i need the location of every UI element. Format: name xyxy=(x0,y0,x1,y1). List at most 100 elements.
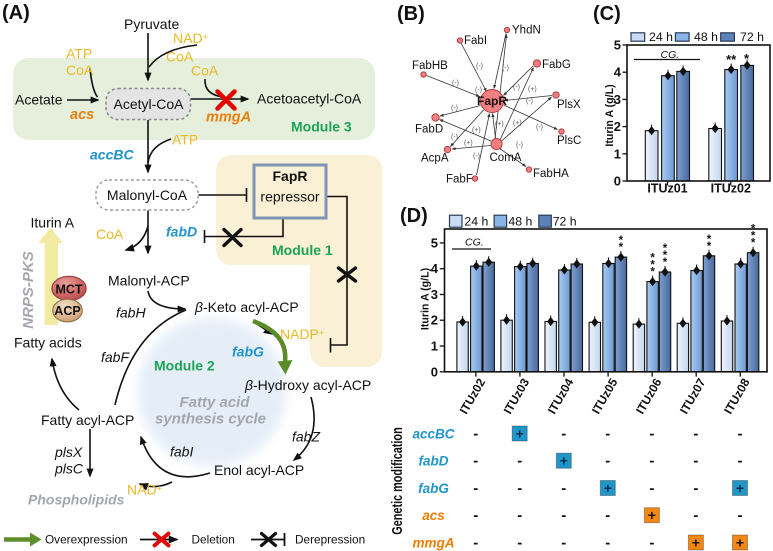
svg-text:accBC: accBC xyxy=(412,427,454,442)
svg-text:-: - xyxy=(693,507,698,524)
svg-text:*: * xyxy=(663,250,668,262)
svg-text:-: - xyxy=(473,453,478,470)
svg-text:*: * xyxy=(650,253,655,265)
svg-text:(D): (D) xyxy=(400,205,428,227)
svg-text:*: * xyxy=(619,242,624,254)
svg-text:-: - xyxy=(738,426,743,443)
svg-text:PlsC: PlsC xyxy=(557,135,581,147)
svg-text:ITUz05: ITUz05 xyxy=(589,376,621,417)
svg-text:FapR: FapR xyxy=(477,94,507,108)
svg-text:-: - xyxy=(517,507,522,524)
svg-text:ITUz02: ITUz02 xyxy=(711,182,751,196)
svg-text:YhdN: YhdN xyxy=(512,25,541,37)
svg-text:+: + xyxy=(648,507,656,523)
svg-text:ITUz01: ITUz01 xyxy=(647,182,687,196)
svg-text:Acetoacetyl-CoA: Acetoacetyl-CoA xyxy=(257,91,362,107)
svg-text:-: - xyxy=(649,453,654,470)
svg-text:3: 3 xyxy=(431,287,438,302)
svg-text:Iturin A (g/L): Iturin A (g/L) xyxy=(604,84,616,146)
svg-text:(C): (C) xyxy=(593,3,621,25)
svg-text:Module 1: Module 1 xyxy=(272,242,333,258)
svg-text:*: * xyxy=(744,51,750,66)
svg-text:-: - xyxy=(517,535,522,551)
svg-text:4: 4 xyxy=(614,65,622,80)
svg-text:FabG: FabG xyxy=(542,59,571,71)
svg-text:Deletion: Deletion xyxy=(192,533,235,547)
svg-text:fabG: fabG xyxy=(418,481,449,496)
svg-text:(-): (-) xyxy=(451,134,458,141)
svg-text:-: - xyxy=(561,480,566,497)
svg-text:(+): (+) xyxy=(464,140,473,147)
svg-text:(+): (+) xyxy=(472,127,481,134)
svg-text:ComA: ComA xyxy=(490,152,522,164)
svg-text:(-): (-) xyxy=(476,63,483,70)
svg-text:+: + xyxy=(560,453,568,469)
svg-text:Phospholipids: Phospholipids xyxy=(28,492,125,508)
svg-text:fabG: fabG xyxy=(232,344,264,360)
svg-text:*: * xyxy=(751,238,756,250)
svg-text:Iturin A: Iturin A xyxy=(31,215,75,231)
svg-text:Module 3: Module 3 xyxy=(291,119,352,135)
svg-text:ITUz07: ITUz07 xyxy=(677,376,709,417)
svg-text:5: 5 xyxy=(431,235,438,250)
svg-text:*: * xyxy=(707,234,712,246)
svg-text:CoA: CoA xyxy=(166,49,194,65)
svg-text:*: * xyxy=(751,224,756,236)
svg-text:-: - xyxy=(649,480,654,497)
svg-text:5: 5 xyxy=(614,38,621,53)
svg-text:Derepression: Derepression xyxy=(295,533,365,547)
svg-text:-: - xyxy=(473,535,478,551)
svg-text:Overexpression: Overexpression xyxy=(45,533,128,547)
svg-text:Pyruvate: Pyruvate xyxy=(124,16,179,32)
svg-text:-: - xyxy=(605,426,610,443)
svg-text:-: - xyxy=(473,426,478,443)
svg-text:acs: acs xyxy=(70,107,94,123)
svg-text:(-): (-) xyxy=(473,153,480,160)
svg-text:-: - xyxy=(605,453,610,470)
svg-text:Fatty acyl-ACP: Fatty acyl-ACP xyxy=(41,412,134,428)
svg-text:ITUz02: ITUz02 xyxy=(457,376,489,417)
svg-text:mmgA: mmgA xyxy=(412,536,454,551)
svg-text:acs: acs xyxy=(422,508,445,523)
svg-text:72 h: 72 h xyxy=(740,30,764,44)
svg-text:-: - xyxy=(693,453,698,470)
svg-text:-: - xyxy=(649,426,654,443)
svg-text:2: 2 xyxy=(614,119,621,134)
svg-text:FabF: FabF xyxy=(446,174,473,186)
svg-text:FabI: FabI xyxy=(464,35,487,47)
svg-text:*: * xyxy=(751,231,756,243)
svg-text:Malonyl-CoA: Malonyl-CoA xyxy=(107,187,188,203)
svg-text:-: - xyxy=(561,426,566,443)
svg-text:fabD: fabD xyxy=(166,224,197,240)
svg-text:-: - xyxy=(561,535,566,551)
svg-text:4: 4 xyxy=(431,261,439,276)
svg-text:Fatty acids: Fatty acids xyxy=(14,335,82,351)
svg-text:(B): (B) xyxy=(397,3,425,25)
svg-text:NAD+: NAD+ xyxy=(127,482,162,498)
svg-text:48 h: 48 h xyxy=(508,215,532,229)
svg-text:NADP+: NADP+ xyxy=(280,326,324,342)
svg-text:(A): (A) xyxy=(2,2,30,24)
svg-text:*: * xyxy=(650,267,655,279)
svg-text:Malonyl-ACP: Malonyl-ACP xyxy=(108,273,190,289)
svg-text:AcpA: AcpA xyxy=(421,153,449,165)
svg-text:CoA: CoA xyxy=(66,62,94,78)
svg-text:72 h: 72 h xyxy=(553,215,577,229)
svg-text:(+): (+) xyxy=(513,120,522,127)
svg-text:(-): (-) xyxy=(536,124,543,131)
svg-text:MCT: MCT xyxy=(55,283,82,297)
svg-text:ITUz08: ITUz08 xyxy=(721,376,753,417)
svg-text:*: * xyxy=(650,260,655,272)
svg-text:Acetate: Acetate xyxy=(15,92,63,108)
svg-text:ATP: ATP xyxy=(66,46,92,62)
svg-text:CG.: CG. xyxy=(465,237,484,249)
svg-text:FabHA: FabHA xyxy=(533,168,569,180)
svg-text:PlsX: PlsX xyxy=(557,99,581,111)
svg-text:Iturin A (g/L): Iturin A (g/L) xyxy=(419,268,431,330)
svg-text:-: - xyxy=(649,535,654,551)
svg-text:-: - xyxy=(473,507,478,524)
svg-text:FapR: FapR xyxy=(273,168,308,184)
svg-text:β-Keto acyl-ACP: β-Keto acyl-ACP xyxy=(194,299,299,315)
svg-text:(-): (-) xyxy=(502,65,509,72)
svg-text:ITUz04: ITUz04 xyxy=(545,376,577,417)
